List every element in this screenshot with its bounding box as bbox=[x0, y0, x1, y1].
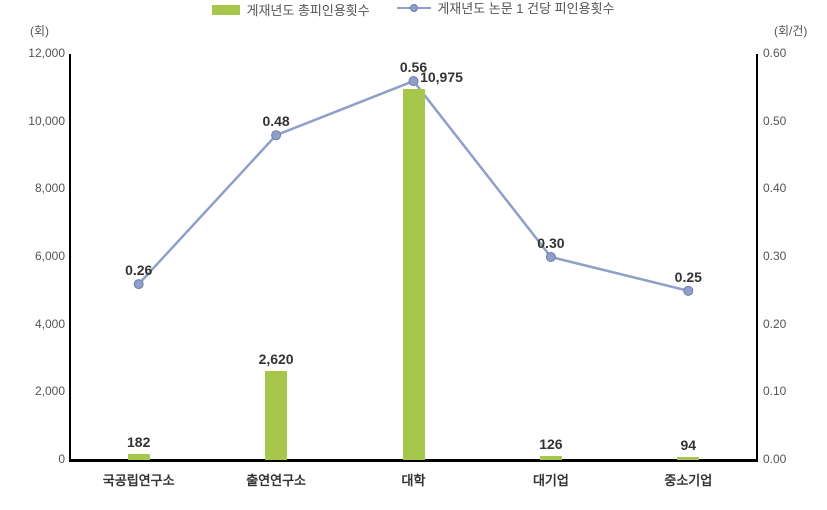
bar bbox=[403, 89, 425, 460]
y-left-tick: 12,000 bbox=[15, 46, 65, 60]
legend: 게재년도 총피인용횟수 게재년도 논문 1 건당 피인용횟수 bbox=[0, 0, 827, 19]
x-category-label: 중소기업 bbox=[628, 470, 748, 489]
bar bbox=[677, 457, 699, 460]
bar-value-label: 126 bbox=[511, 436, 591, 452]
y-left-tick: 4,000 bbox=[15, 317, 65, 331]
y-left-tick: 10,000 bbox=[15, 114, 65, 128]
line-value-label: 0.26 bbox=[114, 262, 164, 278]
y-right-tick: 0.40 bbox=[763, 181, 813, 195]
y-right-title: (회/건) bbox=[774, 22, 807, 39]
y-right-tick: 0.10 bbox=[763, 384, 813, 398]
bar-value-label: 2,620 bbox=[236, 351, 316, 367]
bar-value-label: 94 bbox=[648, 437, 728, 453]
y-left-tick: 2,000 bbox=[15, 384, 65, 398]
y-left-tick: 6,000 bbox=[15, 249, 65, 263]
x-category-label: 대학 bbox=[354, 470, 474, 489]
y-left-tick: 0 bbox=[15, 452, 65, 466]
legend-line-swatch bbox=[397, 1, 431, 15]
line-value-label: 0.56 bbox=[389, 59, 439, 75]
x-category-label: 출연연구소 bbox=[216, 470, 336, 489]
x-category-label: 대기업 bbox=[491, 470, 611, 489]
legend-bar-label: 게재년도 총피인용횟수 bbox=[246, 0, 369, 19]
citation-chart: 게재년도 총피인용횟수 게재년도 논문 1 건당 피인용횟수 (회) (회/건)… bbox=[0, 0, 827, 510]
y-right-tick: 0.30 bbox=[763, 249, 813, 263]
bar bbox=[540, 456, 562, 460]
legend-item-line: 게재년도 논문 1 건당 피인용횟수 bbox=[397, 0, 614, 17]
line-value-label: 0.48 bbox=[251, 113, 301, 129]
y-right-tick: 0.50 bbox=[763, 114, 813, 128]
y-right-tick: 0.20 bbox=[763, 317, 813, 331]
y-left-title: (회) bbox=[30, 22, 49, 39]
bar bbox=[265, 371, 287, 460]
legend-line-label: 게재년도 논문 1 건당 피인용횟수 bbox=[437, 0, 614, 17]
plot-area bbox=[70, 54, 757, 460]
bar bbox=[128, 454, 150, 460]
line-value-label: 0.30 bbox=[526, 235, 576, 251]
bar-value-label: 182 bbox=[99, 434, 179, 450]
y-right-tick: 0.60 bbox=[763, 46, 813, 60]
x-category-label: 국공립연구소 bbox=[79, 470, 199, 489]
line-value-label: 0.25 bbox=[663, 269, 713, 285]
y-left-tick: 8,000 bbox=[15, 181, 65, 195]
y-right-tick: 0.00 bbox=[763, 452, 813, 466]
legend-bar-swatch bbox=[212, 5, 240, 15]
legend-item-bar: 게재년도 총피인용횟수 bbox=[212, 0, 369, 19]
